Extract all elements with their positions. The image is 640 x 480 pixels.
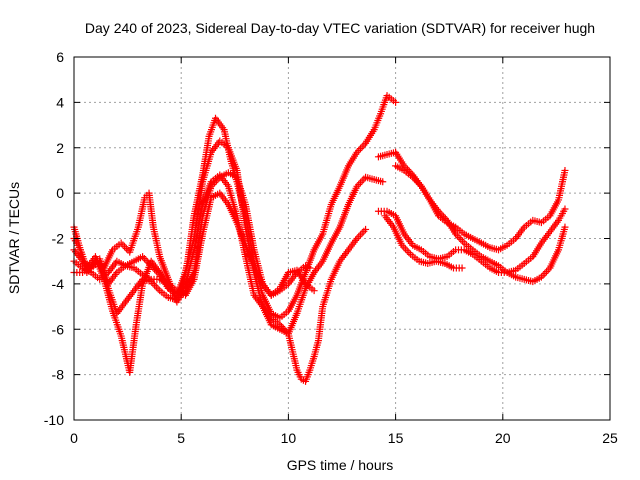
x-tick-label: 0: [70, 430, 78, 446]
y-tick-label: 0: [56, 185, 64, 201]
data-point-interp: [543, 268, 551, 276]
y-tick-label: -4: [52, 276, 65, 292]
data-point: [458, 264, 466, 272]
series-track-2: [70, 137, 387, 376]
data-point-interp: [152, 283, 160, 291]
data-point-interp: [355, 233, 363, 241]
x-tick-label: 20: [495, 430, 511, 446]
series-track-6: [374, 205, 569, 277]
data-point-interp: [457, 235, 465, 243]
data-point-interp: [403, 247, 411, 255]
x-tick-label: 25: [602, 430, 618, 446]
chart-title: Day 240 of 2023, Sidereal Day-to-day VTE…: [85, 20, 595, 36]
grid: [74, 57, 610, 420]
y-tick-label: -6: [52, 321, 65, 337]
data-point: [379, 178, 387, 186]
y-axis-label: SDTVAR / TECUs: [6, 182, 22, 294]
x-tick-label: 15: [388, 430, 404, 446]
data-point: [362, 225, 370, 233]
data-point: [561, 223, 569, 231]
data-point-interp: [360, 227, 368, 235]
data-point: [310, 287, 318, 295]
data-point-interp: [360, 175, 368, 183]
data-marks: [70, 92, 569, 385]
series-track-8: [392, 162, 569, 286]
series-track-5: [70, 189, 314, 299]
data-point-interp: [405, 249, 413, 257]
data-point-interp: [541, 269, 549, 277]
data-point: [561, 205, 569, 213]
data-point: [561, 166, 569, 174]
data-point-interp: [356, 145, 364, 153]
data-point-interp: [358, 143, 366, 151]
data-point-interp: [401, 245, 409, 253]
axis-ticks: 0 5 10 15 20 25 -10 -8 -6 -4 -2 0 2 4 6: [44, 49, 618, 446]
data-point-interp: [119, 241, 127, 249]
x-tick-label: 5: [177, 430, 185, 446]
data-point-interp: [356, 231, 364, 239]
y-tick-label: -2: [52, 231, 65, 247]
data-point-interp: [358, 177, 366, 185]
y-tick-label: 6: [56, 49, 64, 65]
data-point-interp: [358, 229, 366, 237]
y-tick-label: -8: [52, 367, 65, 383]
data-point-interp: [140, 254, 148, 262]
data-point-interp: [356, 179, 364, 187]
data-point-interp: [122, 244, 130, 252]
data-point: [306, 264, 314, 272]
data-point: [392, 98, 400, 106]
y-tick-label: -10: [44, 412, 64, 428]
data-point-interp: [154, 285, 162, 293]
x-axis-label: GPS time / hours: [287, 457, 394, 473]
y-tick-label: 4: [56, 94, 64, 110]
x-tick-label: 10: [281, 430, 297, 446]
series-track-9: [381, 212, 466, 272]
y-tick-label: 2: [56, 140, 64, 156]
